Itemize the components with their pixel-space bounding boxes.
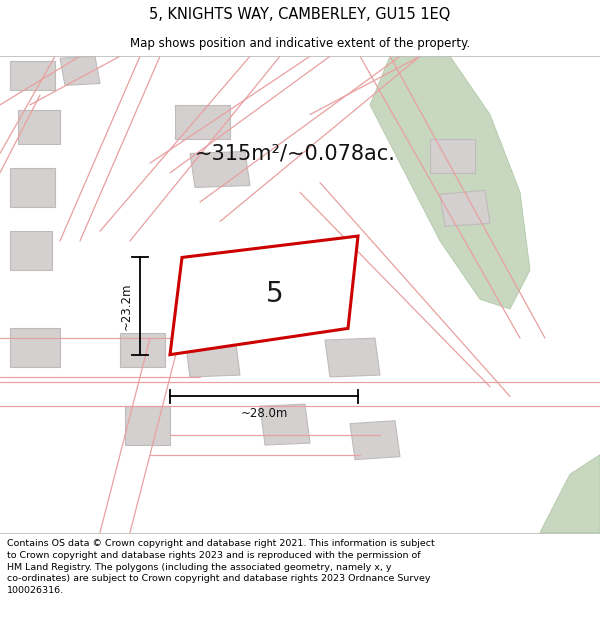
Polygon shape [260,404,310,445]
Polygon shape [60,56,100,86]
Polygon shape [350,421,400,459]
Polygon shape [120,333,165,367]
Polygon shape [18,110,60,144]
Polygon shape [170,236,358,354]
Polygon shape [10,328,60,367]
Polygon shape [370,56,530,309]
Polygon shape [440,191,490,226]
Polygon shape [185,336,240,377]
Polygon shape [10,61,55,90]
Polygon shape [10,231,52,270]
Text: 5, KNIGHTS WAY, CAMBERLEY, GU15 1EQ: 5, KNIGHTS WAY, CAMBERLEY, GU15 1EQ [149,6,451,21]
Text: Map shows position and indicative extent of the property.: Map shows position and indicative extent… [130,38,470,51]
Polygon shape [175,105,230,139]
Text: ~23.2m: ~23.2m [119,282,133,330]
Polygon shape [325,338,380,377]
Polygon shape [125,406,170,445]
Text: 5: 5 [266,280,283,308]
Text: ~28.0m: ~28.0m [241,408,287,421]
Text: ~315m²/~0.078ac.: ~315m²/~0.078ac. [194,144,395,164]
Polygon shape [190,151,250,188]
Polygon shape [430,139,475,173]
Polygon shape [540,455,600,532]
Text: Contains OS data © Crown copyright and database right 2021. This information is : Contains OS data © Crown copyright and d… [7,539,435,595]
Polygon shape [10,168,55,207]
